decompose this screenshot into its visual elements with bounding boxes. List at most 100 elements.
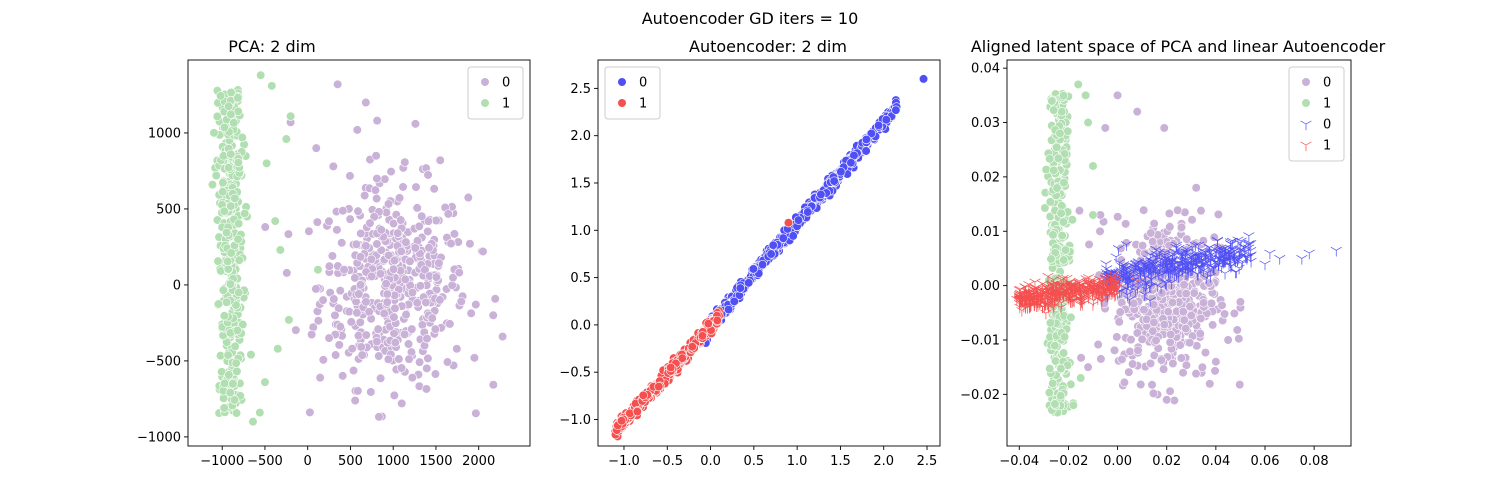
data-point bbox=[421, 384, 432, 394]
data-point bbox=[367, 271, 377, 281]
data-point bbox=[230, 193, 240, 203]
data-point bbox=[768, 240, 778, 250]
data-point bbox=[403, 339, 414, 349]
data-point bbox=[275, 245, 285, 255]
x-tick-label: 2000 bbox=[462, 454, 495, 469]
data-point bbox=[1121, 291, 1133, 301]
data-point bbox=[307, 329, 317, 340]
data-point bbox=[1045, 154, 1055, 164]
data-point bbox=[1050, 399, 1060, 409]
data-point bbox=[338, 206, 348, 216]
data-point bbox=[1167, 297, 1178, 308]
data-point bbox=[1081, 90, 1091, 100]
data-point bbox=[1179, 280, 1189, 290]
data-point bbox=[1179, 248, 1192, 259]
data-point bbox=[1114, 317, 1124, 327]
data-point bbox=[478, 246, 488, 257]
data-point bbox=[423, 170, 433, 180]
data-point bbox=[422, 333, 432, 344]
data-point bbox=[1219, 309, 1230, 319]
data-point bbox=[465, 239, 475, 249]
data-point bbox=[1108, 271, 1120, 281]
data-point bbox=[1112, 332, 1122, 342]
data-point bbox=[430, 324, 440, 334]
data-point bbox=[766, 249, 776, 259]
data-point bbox=[222, 297, 232, 307]
data-point bbox=[1149, 218, 1159, 229]
data-point bbox=[1139, 305, 1149, 315]
data-point bbox=[429, 184, 439, 194]
data-point bbox=[233, 93, 243, 103]
x-tick-label: −0.04 bbox=[999, 454, 1039, 469]
data-point bbox=[435, 155, 445, 165]
data-point bbox=[1135, 271, 1147, 281]
aligned-title: Aligned latent space of PCA and linear A… bbox=[971, 37, 1386, 56]
data-point bbox=[345, 171, 355, 181]
data-point bbox=[1181, 270, 1193, 280]
data-point bbox=[1142, 265, 1154, 276]
data-point bbox=[430, 369, 441, 379]
data-point bbox=[1045, 290, 1057, 300]
data-point bbox=[219, 122, 230, 133]
data-point bbox=[222, 227, 232, 238]
data-point bbox=[1100, 123, 1110, 133]
data-point bbox=[1051, 285, 1064, 296]
data-point bbox=[666, 362, 676, 373]
data-point bbox=[338, 371, 348, 381]
data-point bbox=[311, 284, 321, 294]
data-point bbox=[1100, 260, 1112, 270]
data-point bbox=[445, 319, 455, 329]
data-point bbox=[1149, 300, 1159, 310]
data-point bbox=[1037, 286, 1049, 296]
data-point bbox=[233, 157, 243, 168]
data-point bbox=[866, 128, 876, 139]
data-point bbox=[1016, 307, 1028, 317]
data-point bbox=[829, 176, 839, 186]
y-tick-label: 0.03 bbox=[971, 116, 1000, 131]
data-point bbox=[356, 228, 366, 239]
data-point bbox=[1075, 295, 1087, 305]
data-point bbox=[256, 70, 266, 80]
data-point bbox=[1199, 298, 1209, 308]
data-point bbox=[379, 308, 389, 319]
data-point bbox=[861, 146, 871, 156]
data-point bbox=[1159, 279, 1172, 290]
data-point bbox=[1056, 391, 1066, 401]
plot-area bbox=[207, 70, 508, 427]
legend: 01 bbox=[604, 66, 661, 120]
data-point bbox=[1088, 210, 1098, 220]
x-tick-label: 2.5 bbox=[917, 454, 938, 469]
data-point bbox=[1229, 308, 1239, 319]
data-point bbox=[1234, 334, 1244, 344]
aligned-subplot: Aligned latent space of PCA and linear A… bbox=[960, 37, 1385, 469]
autoencoder-title: Autoencoder: 2 dim bbox=[689, 37, 847, 56]
x-tick-label: 0.00 bbox=[1103, 454, 1132, 469]
data-point bbox=[1163, 307, 1173, 317]
data-point bbox=[1189, 288, 1199, 298]
data-point bbox=[1084, 239, 1094, 250]
data-point bbox=[219, 206, 229, 216]
data-point bbox=[372, 239, 382, 249]
data-point bbox=[219, 311, 229, 321]
data-point bbox=[712, 315, 722, 326]
data-point bbox=[347, 344, 357, 354]
data-point bbox=[226, 109, 236, 119]
data-point bbox=[1068, 400, 1078, 410]
data-point bbox=[389, 312, 399, 322]
data-point bbox=[327, 251, 338, 261]
data-point bbox=[396, 363, 407, 373]
series-3 bbox=[1011, 271, 1143, 320]
data-point bbox=[1224, 238, 1237, 248]
data-point bbox=[1232, 236, 1244, 247]
data-point bbox=[1178, 368, 1188, 378]
data-point bbox=[209, 128, 219, 138]
data-point bbox=[334, 303, 344, 313]
data-point bbox=[318, 295, 328, 305]
data-point bbox=[431, 215, 441, 226]
data-point bbox=[1045, 318, 1056, 328]
data-point bbox=[381, 279, 391, 289]
data-point bbox=[1165, 279, 1178, 289]
data-point bbox=[1148, 388, 1159, 399]
data-point bbox=[490, 294, 500, 304]
data-point bbox=[365, 218, 375, 228]
